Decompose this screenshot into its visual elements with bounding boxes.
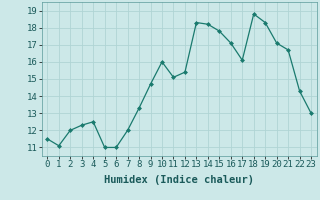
X-axis label: Humidex (Indice chaleur): Humidex (Indice chaleur) <box>104 175 254 185</box>
